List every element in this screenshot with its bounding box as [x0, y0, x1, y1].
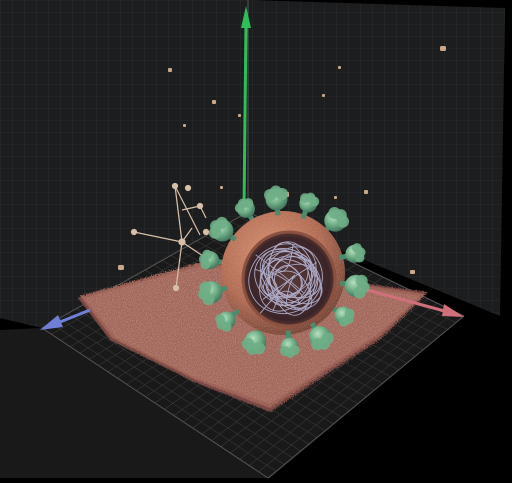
spike-protein: [309, 321, 334, 351]
spike-protein: [279, 330, 300, 358]
spike-protein: [339, 274, 370, 299]
spike-protein: [198, 249, 227, 270]
virus-particle[interactable]: [198, 185, 370, 358]
rna-genome: [248, 241, 323, 316]
x-axis-arrow[interactable]: [359, 286, 464, 317]
z-axis-arrow[interactable]: [40, 308, 91, 330]
spike-protein: [198, 281, 228, 306]
spike-protein: [322, 206, 350, 234]
virus-cutaway: [241, 230, 337, 328]
small-molecule[interactable]: [130, 182, 213, 292]
spike-protein: [299, 192, 320, 220]
y-axis-arrow[interactable]: [241, 6, 251, 211]
spike-protein: [264, 185, 289, 216]
spike-proteins-front: [198, 185, 370, 358]
back-left-wall: [0, 0, 248, 328]
spike-protein: [215, 308, 241, 332]
spike-protein: [208, 216, 237, 242]
spike-protein: [338, 243, 366, 263]
